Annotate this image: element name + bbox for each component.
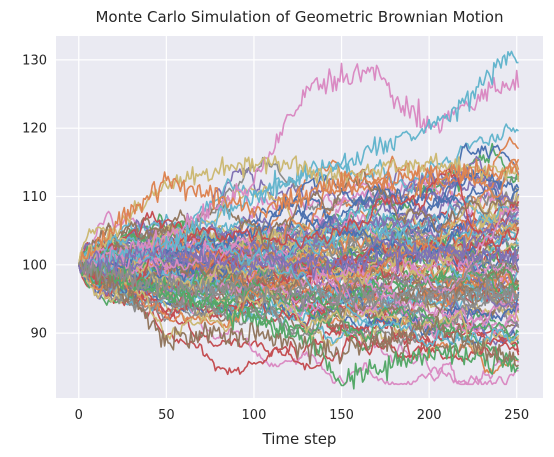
y-tick-label: 110 bbox=[22, 190, 47, 205]
x-tick-label: 200 bbox=[417, 408, 442, 423]
x-tick-label: 150 bbox=[329, 408, 354, 423]
series-line bbox=[78, 158, 520, 267]
plot-lines bbox=[78, 50, 520, 390]
series-line bbox=[78, 235, 520, 281]
y-tick-label: 130 bbox=[22, 53, 47, 68]
series-line bbox=[78, 264, 520, 342]
chart-title: Monte Carlo Simulation of Geometric Brow… bbox=[95, 8, 503, 26]
series-line bbox=[78, 248, 520, 317]
series-line bbox=[78, 246, 520, 336]
y-tick-label: 100 bbox=[22, 258, 47, 273]
series-line bbox=[78, 167, 520, 287]
series-line bbox=[78, 230, 519, 348]
x-tick-label: 100 bbox=[242, 408, 267, 423]
x-axis-ticks: 0 50 100 150 200 250 bbox=[75, 408, 530, 423]
series-line bbox=[78, 264, 520, 354]
y-tick-label: 90 bbox=[30, 327, 47, 342]
x-tick-label: 250 bbox=[504, 408, 529, 423]
x-tick-label: 0 bbox=[75, 408, 83, 423]
x-axis-label: Time step bbox=[262, 430, 337, 448]
y-axis-ticks: 90 100 110 120 130 bbox=[22, 53, 47, 341]
series-line bbox=[78, 235, 520, 339]
x-tick-label: 50 bbox=[158, 408, 175, 423]
series-line bbox=[78, 261, 520, 368]
series-line bbox=[78, 259, 519, 313]
series-line bbox=[78, 257, 519, 390]
y-tick-label: 120 bbox=[22, 122, 47, 137]
series-line bbox=[78, 62, 520, 272]
series-line bbox=[78, 208, 520, 312]
series-line bbox=[78, 264, 520, 362]
